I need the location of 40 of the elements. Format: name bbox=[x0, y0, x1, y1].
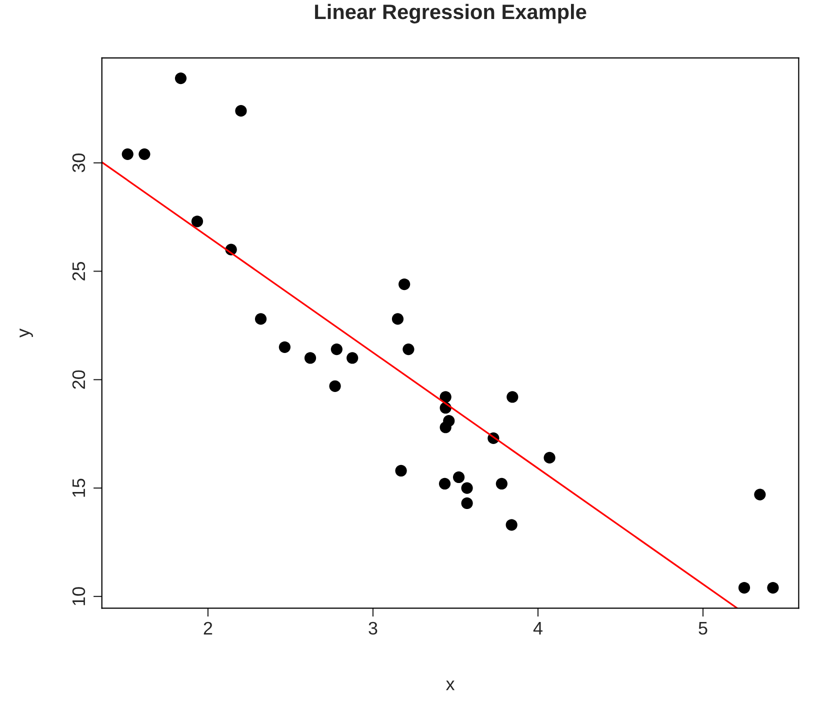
point bbox=[235, 105, 247, 117]
x-tick-label: 5 bbox=[698, 622, 708, 635]
x-tick-label: 3 bbox=[368, 622, 378, 635]
point bbox=[438, 478, 451, 490]
point bbox=[122, 148, 134, 160]
point bbox=[506, 391, 518, 403]
y-tick-label: 20 bbox=[72, 370, 86, 389]
point bbox=[402, 343, 414, 356]
point bbox=[544, 452, 556, 464]
x-axis-title: x bbox=[446, 680, 455, 690]
x-tick-label: 2 bbox=[204, 622, 212, 634]
point bbox=[440, 391, 452, 403]
point bbox=[329, 380, 341, 392]
point bbox=[461, 482, 473, 494]
point bbox=[496, 478, 508, 490]
y-tick-label: 10 bbox=[72, 587, 86, 606]
y-tick-label: 25 bbox=[72, 262, 86, 280]
point bbox=[738, 582, 750, 594]
y-tick-label: 30 bbox=[72, 154, 86, 172]
point bbox=[392, 313, 404, 325]
point bbox=[254, 313, 267, 325]
point bbox=[754, 488, 766, 500]
point bbox=[440, 422, 452, 434]
point bbox=[452, 471, 465, 484]
point bbox=[346, 352, 358, 364]
point bbox=[461, 497, 473, 510]
point bbox=[330, 343, 342, 356]
y-tick-label: 15 bbox=[72, 478, 86, 497]
point bbox=[304, 352, 316, 364]
point bbox=[138, 148, 150, 160]
point bbox=[278, 341, 291, 353]
chart-title: Linear Regression Example bbox=[315, 4, 586, 24]
x-tick-label: 4 bbox=[533, 622, 542, 634]
point bbox=[767, 582, 779, 594]
point bbox=[191, 216, 204, 228]
point bbox=[506, 519, 518, 531]
point bbox=[174, 72, 187, 84]
point bbox=[395, 464, 407, 477]
y-axis-title: y bbox=[20, 328, 33, 338]
point bbox=[398, 278, 410, 290]
